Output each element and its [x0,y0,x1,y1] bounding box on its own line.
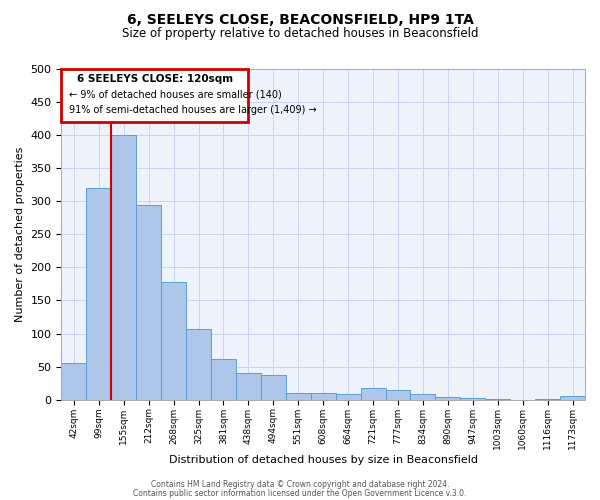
Text: 6 SEELEYS CLOSE: 120sqm: 6 SEELEYS CLOSE: 120sqm [77,74,233,84]
Bar [236,373,261,400]
Bar [560,396,585,400]
Bar [485,399,510,400]
Bar [111,135,136,400]
Bar [136,204,161,400]
Bar [61,364,86,400]
Bar [161,282,186,400]
Text: Contains public sector information licensed under the Open Government Licence v.: Contains public sector information licen… [133,488,467,498]
Bar [460,398,485,400]
Bar [211,358,236,400]
Bar [186,329,211,400]
X-axis label: Distribution of detached houses by size in Beaconsfield: Distribution of detached houses by size … [169,455,478,465]
Text: Contains HM Land Registry data © Crown copyright and database right 2024.: Contains HM Land Registry data © Crown c… [151,480,449,489]
Bar [335,394,361,400]
Y-axis label: Number of detached properties: Number of detached properties [15,146,25,322]
Bar [410,394,436,400]
Bar [535,399,560,400]
Bar [261,375,286,400]
FancyBboxPatch shape [61,69,248,122]
Bar [386,390,410,400]
Bar [311,393,335,400]
Text: 6, SEELEYS CLOSE, BEACONSFIELD, HP9 1TA: 6, SEELEYS CLOSE, BEACONSFIELD, HP9 1TA [127,12,473,26]
Text: Size of property relative to detached houses in Beaconsfield: Size of property relative to detached ho… [122,28,478,40]
Bar [361,388,386,400]
Bar [436,397,460,400]
Bar [286,393,311,400]
Bar [86,188,111,400]
Text: 91% of semi-detached houses are larger (1,409) →: 91% of semi-detached houses are larger (… [69,106,317,116]
Text: ← 9% of detached houses are smaller (140): ← 9% of detached houses are smaller (140… [69,90,282,100]
